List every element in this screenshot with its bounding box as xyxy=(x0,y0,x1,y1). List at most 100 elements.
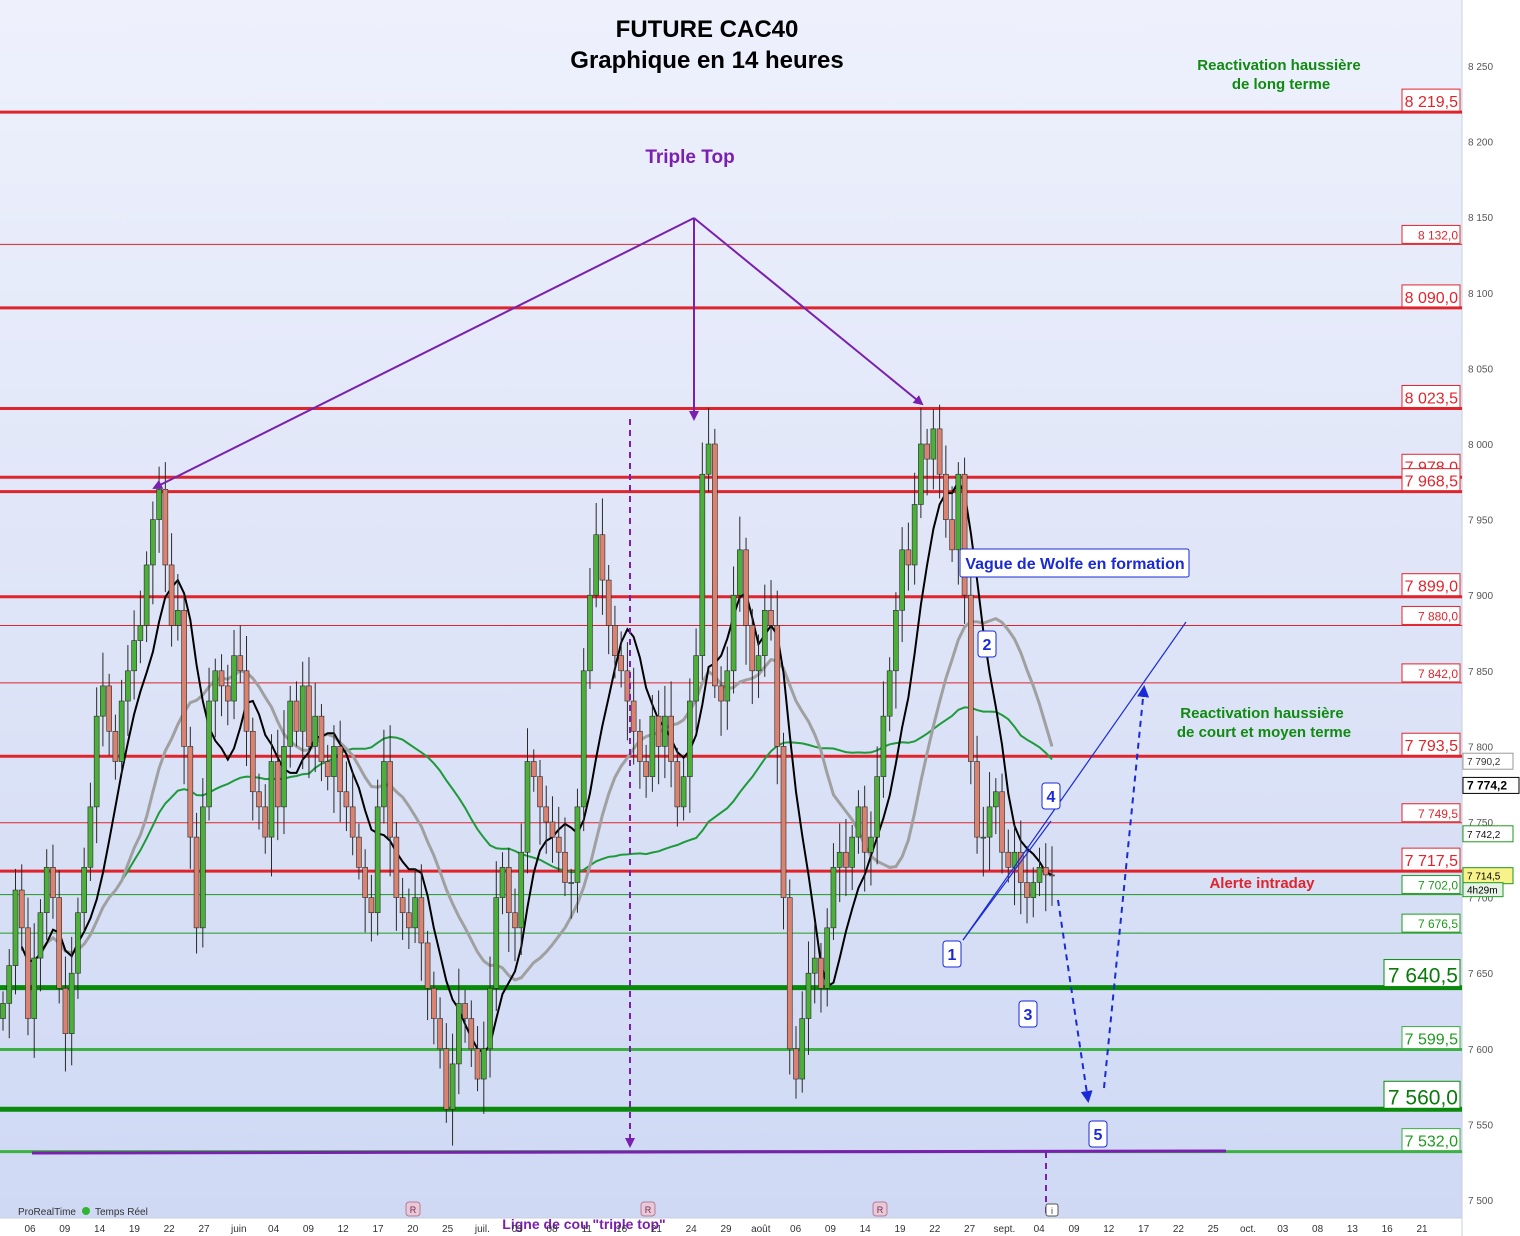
candle-body-17 xyxy=(106,685,112,732)
level-label-10: 7 749,5 xyxy=(1418,807,1458,821)
x-tick-label-14: 03 xyxy=(512,1224,524,1235)
candle-body-24 xyxy=(150,519,156,566)
r-marker-box-2 xyxy=(872,1201,888,1217)
level-label-16: 7 560,0 xyxy=(1388,1086,1458,1109)
candle-body-142 xyxy=(886,670,893,717)
y-tick-label-15: 7 500 xyxy=(1468,1196,1493,1207)
y-tick-label-10: 7 750 xyxy=(1468,818,1493,829)
level-label-box-12 xyxy=(1401,875,1461,895)
price-tag-2: 7 742,2 xyxy=(1467,830,1501,841)
candle-body-40 xyxy=(249,730,256,793)
level-label-6: 7 899,0 xyxy=(1405,579,1458,596)
level-label-box-9 xyxy=(1401,732,1461,756)
x-tick-label-8: 09 xyxy=(303,1224,315,1235)
wolfe-label: Vague de Wolfe en formation xyxy=(965,556,1184,573)
x-tick-label-4: 22 xyxy=(164,1224,176,1235)
wolfe-projection-up-arrow xyxy=(1103,685,1150,1089)
y-tick-label-5: 8 000 xyxy=(1468,440,1493,451)
level-label-3: 8 023,5 xyxy=(1405,390,1458,407)
candle-body-168 xyxy=(1049,874,1055,877)
x-tick-label-34: 25 xyxy=(1208,1224,1220,1235)
candle-body-94 xyxy=(587,594,593,672)
x-tick-label-31: 12 xyxy=(1103,1224,1115,1235)
x-tick-label-15: 08 xyxy=(546,1224,558,1235)
candle-body-41 xyxy=(256,791,262,808)
reactivation-short-line2: de court et moyen terme xyxy=(1177,724,1351,741)
candle-body-137 xyxy=(855,806,862,838)
candle-body-159 xyxy=(993,791,999,808)
x-tick-label-10: 17 xyxy=(372,1224,384,1235)
candle-body-146 xyxy=(911,504,918,566)
level-label-15: 7 599,5 xyxy=(1405,1032,1458,1049)
candle-body-13 xyxy=(81,867,87,914)
x-axis-background xyxy=(0,1218,1462,1236)
level-label-box-17 xyxy=(1401,1128,1461,1152)
info-marker-box xyxy=(1045,1203,1059,1217)
candle-body-9 xyxy=(56,897,62,989)
level-label-box-10 xyxy=(1401,803,1461,823)
y-tick-label-14: 7 550 xyxy=(1468,1120,1493,1131)
candle-body-115 xyxy=(718,685,724,702)
candle-body-65 xyxy=(406,912,412,929)
x-tick-label-1: 09 xyxy=(59,1224,71,1235)
candle-body-89 xyxy=(555,836,562,853)
candle-body-12 xyxy=(75,912,81,974)
r-marker-1: R xyxy=(645,1205,652,1215)
wave-label-1: 1 xyxy=(948,947,957,964)
level-label-7: 7 880,0 xyxy=(1418,609,1458,623)
neckline-label: Ligne de cou "triple top" xyxy=(502,1216,665,1232)
level-label-box-7 xyxy=(1401,605,1461,625)
candle-body-167 xyxy=(1042,867,1049,876)
candle-body-39 xyxy=(243,670,250,732)
x-tick-label-5: 27 xyxy=(198,1224,210,1235)
x-tick-label-35: oct. xyxy=(1240,1224,1256,1235)
candle-body-35 xyxy=(218,670,225,687)
level-label-0: 8 219,5 xyxy=(1405,94,1458,111)
candle-body-84 xyxy=(524,761,531,853)
level-label-box-15 xyxy=(1401,1026,1461,1050)
candle-body-2 xyxy=(12,889,19,966)
x-tick-label-22: 06 xyxy=(790,1224,802,1235)
y-tick-label-2: 8 150 xyxy=(1468,213,1493,224)
x-tick-label-19: 24 xyxy=(686,1224,698,1235)
candle-body-45 xyxy=(281,746,287,808)
candle-body-145 xyxy=(905,549,912,566)
x-tick-label-16: 11 xyxy=(582,1224,593,1235)
candle-body-165 xyxy=(1030,882,1037,898)
candle-body-54 xyxy=(337,746,343,793)
candle-body-71 xyxy=(443,1048,450,1110)
x-tick-label-27: 27 xyxy=(964,1224,976,1235)
chart-title: FUTURE CAC40 xyxy=(616,16,799,43)
countdown-box xyxy=(1462,882,1504,898)
candle-body-4 xyxy=(25,927,31,1019)
candle-body-154 xyxy=(961,473,968,596)
candle-body-126 xyxy=(786,897,793,1050)
candle-body-82 xyxy=(512,912,518,929)
candle-body-116 xyxy=(724,670,731,702)
candle-body-18 xyxy=(112,730,119,762)
level-label-12: 7 702,0 xyxy=(1418,879,1458,893)
candle-body-22 xyxy=(137,625,144,641)
level-label-8: 7 842,0 xyxy=(1418,667,1458,681)
x-tick-label-11: 20 xyxy=(407,1224,419,1235)
realtime-label: Temps Réel xyxy=(95,1207,148,1218)
y-tick-label-7: 7 900 xyxy=(1468,591,1493,602)
x-tick-label-32: 17 xyxy=(1138,1224,1150,1235)
x-tick-label-36: 03 xyxy=(1277,1224,1289,1235)
candle-body-97 xyxy=(605,579,612,626)
candle-body-52 xyxy=(324,761,331,777)
candle-body-14 xyxy=(87,806,94,868)
candle-body-120 xyxy=(749,625,756,672)
x-tick-label-12: 25 xyxy=(442,1224,454,1235)
x-tick-label-3: 19 xyxy=(129,1224,141,1235)
level-label-box-6 xyxy=(1401,573,1461,597)
price-tag-0: 7 790,2 xyxy=(1467,757,1501,768)
candle-body-15 xyxy=(93,715,100,808)
wolfe-projection-down-arrow xyxy=(1057,899,1093,1103)
candle-body-38 xyxy=(237,655,244,672)
candle-body-117 xyxy=(730,594,737,672)
candle-body-110 xyxy=(687,700,693,777)
reactivation-short-line1: Reactivation haussière xyxy=(1180,705,1343,722)
info-marker: i xyxy=(1051,1206,1053,1216)
candle-body-104 xyxy=(649,715,656,777)
